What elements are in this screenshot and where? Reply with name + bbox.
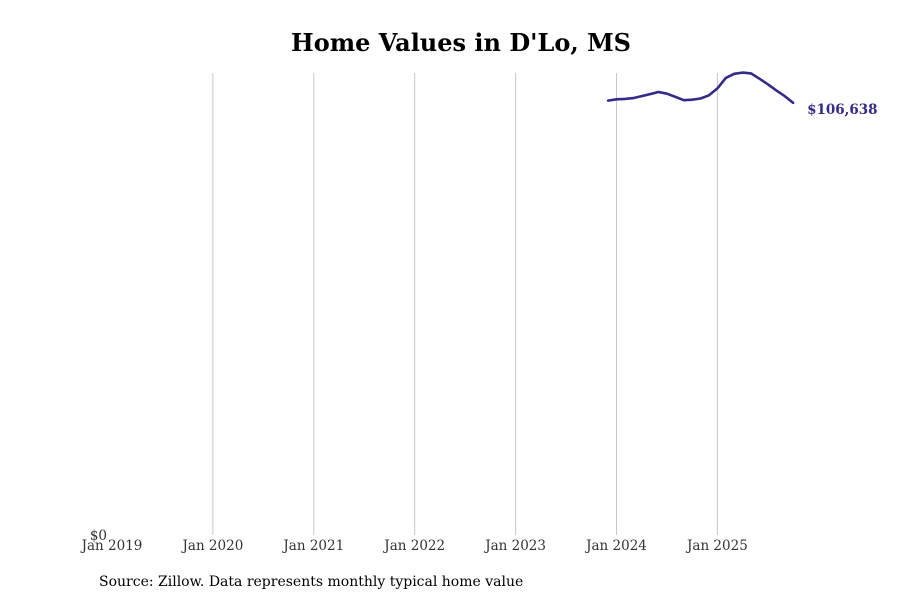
x-tick-label: Jan 2025 [685,538,748,554]
y-tick-label: $0 [90,528,107,544]
source-note: Source: Zillow. Data represents monthly … [99,574,524,590]
x-tick-label: Jan 2019 [80,538,143,554]
end-value-label: $106,638 [807,102,877,118]
x-tick-label: Jan 2022 [382,538,445,554]
gridlines [212,73,718,535]
x-tick-label: Jan 2021 [281,538,344,554]
x-tick-label: Jan 2023 [483,538,546,554]
x-tick-label: Jan 2024 [584,538,647,554]
chart-title: Home Values in D'Lo, MS [291,28,631,57]
series-layer: $106,638 [606,71,878,118]
x-tick-label: Jan 2020 [180,538,243,554]
series-line [606,71,795,105]
y-axis-ticks: $0 [90,528,107,544]
x-axis-ticks: Jan 2019 Jan 2020 Jan 2021 Jan 2022 Jan 2023… [80,538,748,554]
